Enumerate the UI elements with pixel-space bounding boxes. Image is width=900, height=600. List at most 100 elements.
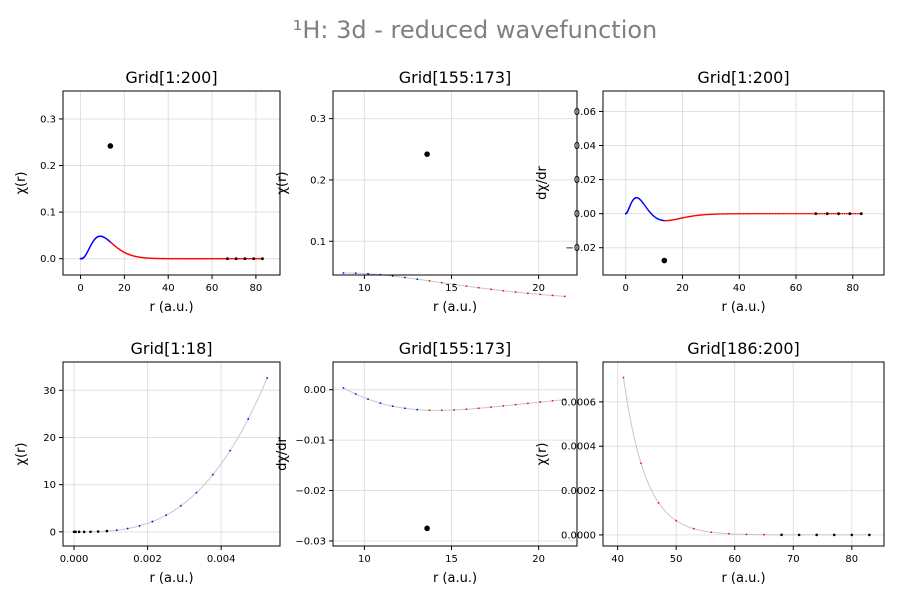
grid-point	[843, 212, 846, 215]
plot-frame	[332, 361, 578, 547]
y-axis-label: χ(r)	[14, 172, 29, 195]
y-tick-label: 0.2	[40, 161, 56, 172]
grid-point	[754, 212, 757, 215]
x-tick-label: 0.004	[207, 554, 236, 565]
grid-point	[773, 212, 775, 215]
x-tick-label: 70	[787, 554, 800, 565]
grid-point	[786, 212, 788, 215]
grid-point	[747, 212, 749, 215]
grid-point	[700, 214, 703, 216]
tail-point	[225, 257, 229, 261]
grid-point	[453, 409, 456, 411]
x-axis-label: r (a.u.)	[721, 300, 765, 315]
tail-point	[780, 533, 783, 537]
grid-point	[791, 212, 793, 215]
grid-point	[832, 212, 835, 215]
grid-point	[257, 257, 259, 260]
grid-point	[789, 212, 792, 215]
grid-point	[697, 214, 699, 217]
grid-point	[712, 213, 714, 216]
grid-point	[675, 519, 678, 522]
grid-point	[196, 257, 199, 260]
grid-point	[701, 214, 704, 216]
grid-point	[169, 257, 172, 260]
grid-point	[796, 212, 798, 215]
grid-point	[527, 402, 529, 405]
x-tick-label: 60	[728, 554, 741, 565]
tail-point	[243, 257, 247, 261]
y-tick-label: 0.0004	[561, 442, 596, 453]
grid-point	[477, 286, 480, 289]
grid-point	[710, 213, 713, 216]
plot-frame	[602, 361, 885, 547]
grid-point	[732, 212, 735, 215]
grid-point	[724, 213, 726, 215]
grid-point	[829, 212, 831, 215]
tail-point	[832, 533, 836, 537]
grid-point	[170, 257, 173, 260]
grid-point	[202, 257, 205, 260]
x-tick-label: 40	[733, 283, 746, 294]
grid-point	[175, 257, 177, 260]
grid-point	[238, 257, 241, 260]
grid-point	[221, 257, 223, 260]
grid-point	[704, 213, 707, 216]
grid-point	[551, 399, 554, 402]
grid-point	[735, 212, 738, 215]
y-tick-label: 0.04	[574, 141, 596, 152]
grid-point	[367, 398, 369, 401]
grid-point	[762, 212, 764, 215]
panel-title: Grid[155:173]	[399, 339, 512, 358]
grid-point	[213, 257, 215, 260]
panel-3: 0 20 40 60 80 −0.02 0.00 0.02 0.04 0.06 Grid[1:200…	[535, 68, 885, 315]
grid-point	[707, 213, 709, 216]
grid-point	[840, 212, 842, 215]
y-tick-label: 0.0	[40, 254, 56, 265]
y-tick-label: 0.3	[40, 114, 56, 125]
x-tick-label: 40	[611, 554, 624, 565]
tail-point	[105, 529, 109, 533]
grid-point	[757, 212, 760, 215]
grid-point	[858, 212, 861, 215]
grid-point	[167, 257, 169, 260]
grid-point	[151, 520, 154, 523]
x-tick-label: 15	[445, 283, 458, 294]
grid-point	[190, 257, 193, 260]
grid-point	[736, 212, 739, 215]
grid-point	[854, 212, 857, 215]
grid-point	[657, 501, 660, 504]
grid-point	[830, 212, 833, 215]
grid-point	[342, 272, 345, 274]
grid-point	[792, 212, 795, 215]
grid-point	[811, 212, 814, 215]
grid-point	[255, 257, 258, 260]
grid-point	[716, 213, 718, 215]
y-tick-label: 0	[50, 527, 56, 538]
grid-point	[416, 278, 419, 281]
grid-point	[729, 212, 732, 215]
tail-point	[234, 257, 238, 261]
grid-point	[797, 212, 800, 215]
grid-point	[195, 257, 198, 260]
grid-point	[115, 529, 118, 532]
grid-point	[247, 257, 249, 260]
y-tick-label: −0.02	[565, 243, 596, 254]
x-tick-label: 60	[790, 283, 803, 294]
highlight-point	[424, 151, 430, 157]
grid-point	[766, 212, 769, 215]
panel-title: Grid[186:200]	[687, 339, 800, 358]
y-tick-label: 0.06	[574, 107, 596, 118]
grid-point	[779, 212, 782, 215]
grid-point	[640, 462, 642, 465]
panel-6: 40 50 60 70 80 0.0000 0.0002 0.0004 0.0006 Grid[1…	[535, 339, 885, 586]
x-axis-label: r (a.u.)	[721, 571, 765, 586]
grid-point	[820, 212, 822, 215]
grid-point	[563, 398, 566, 401]
grid-point	[240, 257, 242, 260]
y-tick-label: 0.0000	[561, 530, 596, 541]
x-tick-label: 20	[532, 283, 545, 294]
grid-point	[852, 212, 855, 215]
highlight-point	[661, 257, 668, 264]
grid-point	[490, 406, 492, 409]
grid-point	[176, 257, 178, 260]
